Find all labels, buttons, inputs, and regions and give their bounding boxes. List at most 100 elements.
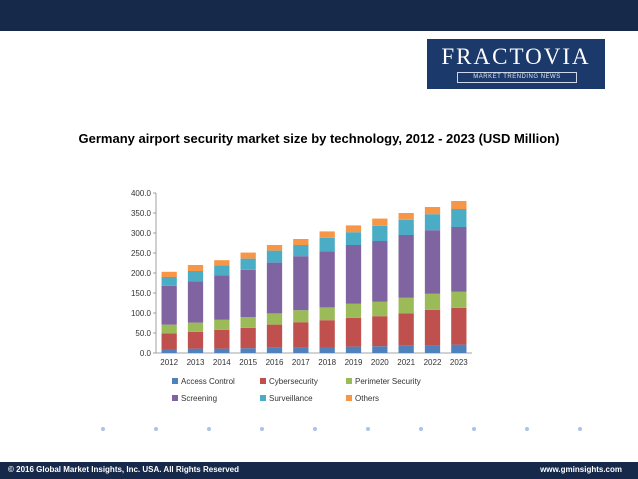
bar-segment bbox=[266, 245, 283, 251]
bar-segment bbox=[240, 317, 256, 328]
bar-segment bbox=[345, 346, 362, 353]
bar-segment bbox=[372, 346, 388, 353]
divider-dot bbox=[472, 427, 476, 431]
bar-segment bbox=[214, 265, 230, 276]
divider-dot bbox=[313, 427, 317, 431]
bar-segment bbox=[161, 349, 177, 353]
bar-segment bbox=[240, 258, 256, 270]
bar-segment bbox=[424, 345, 441, 353]
bar-segment bbox=[266, 324, 283, 348]
bar-segment bbox=[451, 344, 467, 353]
x-tick-label: 2013 bbox=[187, 358, 205, 367]
bar-segment bbox=[293, 322, 309, 348]
bar-segment bbox=[214, 319, 230, 330]
bar-segment bbox=[345, 245, 362, 304]
bar-segment bbox=[266, 313, 283, 325]
legend-label: Surveillance bbox=[269, 394, 313, 403]
legend-label: Screening bbox=[181, 394, 217, 403]
bar-segment bbox=[187, 348, 204, 353]
divider-dot bbox=[260, 427, 264, 431]
bar-segment bbox=[240, 327, 256, 349]
x-tick-label: 2014 bbox=[213, 358, 231, 367]
legend-swatch bbox=[172, 395, 178, 401]
website-link[interactable]: www.gminsights.com bbox=[540, 465, 622, 474]
x-tick-label: 2015 bbox=[239, 358, 257, 367]
bar-segment bbox=[319, 347, 335, 353]
bar-segment bbox=[398, 213, 414, 220]
y-tick-label: 250.0 bbox=[131, 249, 152, 258]
logo-tagline: MARKET TRENDING NEWS bbox=[457, 72, 577, 83]
bar-segment bbox=[372, 241, 388, 302]
y-tick-label: 100.0 bbox=[131, 309, 152, 318]
bar-segment bbox=[161, 277, 177, 286]
x-tick-label: 2018 bbox=[318, 358, 336, 367]
bar-segment bbox=[398, 313, 414, 346]
x-tick-label: 2016 bbox=[266, 358, 284, 367]
bar-segment bbox=[398, 345, 414, 353]
bar-segment bbox=[424, 207, 441, 215]
divider-dot bbox=[419, 427, 423, 431]
bar-segment bbox=[214, 275, 230, 320]
divider-dot bbox=[578, 427, 582, 431]
bar-segment bbox=[372, 225, 388, 241]
bar-segment bbox=[293, 310, 309, 323]
y-tick-label: 0.0 bbox=[140, 349, 152, 358]
footer-bar: © 2016 Global Market Insights, Inc. USA.… bbox=[0, 462, 638, 479]
bar-segment bbox=[451, 201, 467, 209]
x-tick-label: 2012 bbox=[160, 358, 178, 367]
bar-segment bbox=[424, 214, 441, 231]
legend-label: Cybersecurity bbox=[269, 377, 318, 386]
bar-segment bbox=[266, 347, 283, 353]
x-tick-label: 2019 bbox=[345, 358, 363, 367]
divider-dot bbox=[154, 427, 158, 431]
bar-segment bbox=[266, 262, 283, 314]
bar-segment bbox=[161, 285, 177, 325]
bar-segment bbox=[293, 239, 309, 245]
x-tick-label: 2020 bbox=[371, 358, 389, 367]
legend-swatch bbox=[260, 395, 266, 401]
bar-segment bbox=[372, 316, 388, 347]
bar-segment bbox=[345, 317, 362, 347]
bar-segment bbox=[398, 235, 414, 298]
bar-segment bbox=[266, 250, 283, 263]
bar-segment bbox=[345, 303, 362, 318]
bar-segment bbox=[319, 307, 335, 321]
bar-segment bbox=[451, 209, 467, 227]
fractovia-logo: FRACTOVIA MARKET TRENDING NEWS bbox=[427, 39, 605, 89]
divider-dot bbox=[207, 427, 211, 431]
x-tick-label: 2017 bbox=[292, 358, 310, 367]
divider-dot bbox=[366, 427, 370, 431]
chart-title: Germany airport security market size by … bbox=[78, 131, 560, 146]
bar-segment bbox=[214, 329, 230, 349]
bar-segment bbox=[161, 333, 177, 349]
bar-segment bbox=[161, 271, 177, 277]
legend-swatch bbox=[346, 395, 352, 401]
bar-segment bbox=[319, 320, 335, 347]
bar-segment bbox=[187, 331, 204, 349]
y-tick-label: 350.0 bbox=[131, 209, 152, 218]
x-tick-label: 2021 bbox=[397, 358, 415, 367]
legend-label: Perimeter Security bbox=[355, 377, 421, 386]
x-tick-label: 2023 bbox=[450, 358, 468, 367]
bar-segment bbox=[345, 225, 362, 233]
bar-segment bbox=[293, 245, 309, 257]
y-tick-label: 150.0 bbox=[131, 289, 152, 298]
divider-dot bbox=[525, 427, 529, 431]
bar-segment bbox=[187, 322, 204, 332]
bar-segment bbox=[398, 219, 414, 235]
bar-segment bbox=[240, 269, 256, 317]
x-tick-label: 2022 bbox=[424, 358, 442, 367]
bar-segment bbox=[372, 301, 388, 317]
y-tick-label: 400.0 bbox=[131, 189, 152, 198]
y-tick-label: 300.0 bbox=[131, 229, 152, 238]
top-banner bbox=[0, 0, 638, 31]
slide-dot-divider bbox=[95, 427, 595, 437]
bar-segment bbox=[451, 291, 467, 308]
copyright-text: © 2016 Global Market Insights, Inc. USA.… bbox=[8, 465, 239, 474]
bar-segment bbox=[345, 232, 362, 245]
legend-swatch bbox=[260, 378, 266, 384]
bar-segment bbox=[319, 251, 335, 308]
bar-segment bbox=[240, 252, 256, 259]
y-tick-label: 50.0 bbox=[135, 329, 151, 338]
bar-segment bbox=[451, 227, 467, 292]
